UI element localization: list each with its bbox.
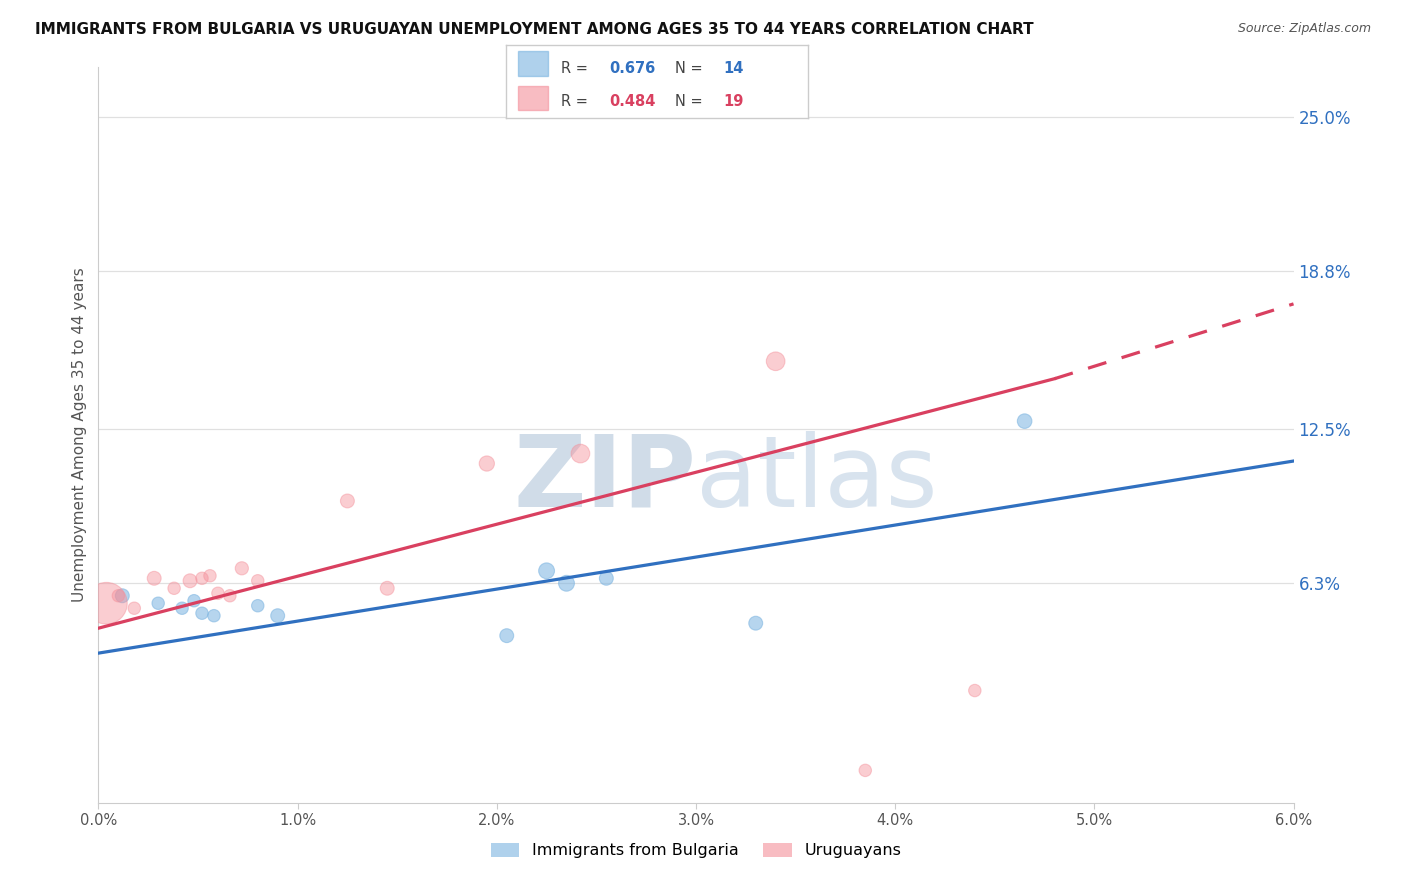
Text: R =: R =	[561, 95, 592, 109]
Text: IMMIGRANTS FROM BULGARIA VS URUGUAYAN UNEMPLOYMENT AMONG AGES 35 TO 44 YEARS COR: IMMIGRANTS FROM BULGARIA VS URUGUAYAN UN…	[35, 22, 1033, 37]
Point	[111, 589, 134, 603]
Point	[246, 574, 269, 588]
Point	[569, 446, 592, 460]
Text: 14: 14	[724, 62, 744, 76]
Point	[107, 589, 129, 603]
Y-axis label: Unemployment Among Ages 35 to 44 years: Unemployment Among Ages 35 to 44 years	[72, 268, 87, 602]
FancyBboxPatch shape	[519, 51, 548, 76]
Text: N =: N =	[675, 62, 707, 76]
FancyBboxPatch shape	[519, 86, 548, 111]
Text: Source: ZipAtlas.com: Source: ZipAtlas.com	[1237, 22, 1371, 36]
Point	[191, 606, 214, 620]
Point	[183, 593, 205, 607]
Point	[172, 601, 194, 615]
Point	[96, 596, 118, 610]
Text: ZIP: ZIP	[513, 431, 696, 527]
Point	[148, 596, 170, 610]
Point	[336, 494, 359, 508]
Point	[163, 581, 186, 595]
Point	[745, 616, 768, 631]
Point	[207, 586, 229, 600]
Point	[475, 457, 498, 471]
Point	[179, 574, 201, 588]
Point	[963, 683, 986, 698]
Point	[555, 576, 578, 591]
Point	[853, 764, 876, 778]
Text: 0.676: 0.676	[609, 62, 655, 76]
Point	[1014, 414, 1036, 428]
Point	[246, 599, 269, 613]
Point	[191, 571, 214, 585]
Text: N =: N =	[675, 95, 707, 109]
Text: 19: 19	[724, 95, 744, 109]
Point	[375, 581, 398, 595]
Point	[595, 571, 617, 585]
Point	[219, 589, 242, 603]
Point	[143, 571, 166, 585]
Text: 0.484: 0.484	[609, 95, 655, 109]
Point	[198, 569, 221, 583]
Point	[536, 564, 558, 578]
Text: atlas: atlas	[696, 431, 938, 527]
Legend: Immigrants from Bulgaria, Uruguayans: Immigrants from Bulgaria, Uruguayans	[484, 837, 908, 864]
Text: R =: R =	[561, 62, 592, 76]
Point	[765, 354, 787, 368]
Point	[202, 608, 225, 623]
Point	[124, 601, 146, 615]
Point	[231, 561, 253, 575]
Point	[267, 608, 290, 623]
Point	[495, 629, 517, 643]
